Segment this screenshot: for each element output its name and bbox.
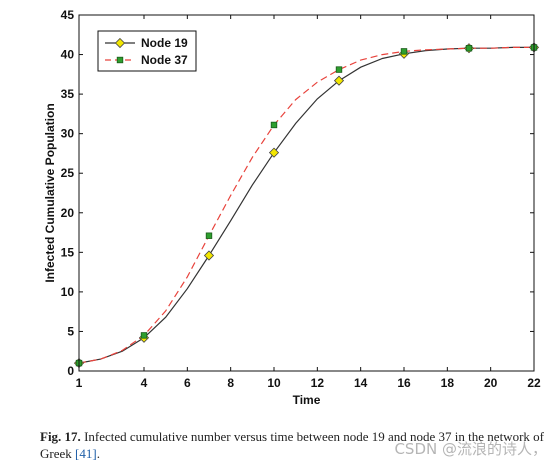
figure-caption: Fig. 17. Infected cumulative number vers… [40, 428, 545, 462]
x-tick-label: 6 [184, 376, 191, 390]
series-line-node-19 [78, 46, 534, 364]
x-tick-label: 18 [441, 376, 455, 390]
legend-marker-node-19 [114, 37, 126, 49]
caption-text: Infected cumulative number versus time b… [40, 429, 544, 461]
data-point-node-37 [335, 66, 343, 73]
x-axis-title: Time [293, 393, 321, 407]
y-tick-label: 20 [61, 206, 75, 220]
data-point-node-37 [140, 332, 148, 339]
y-tick-label: 40 [61, 48, 75, 62]
legend-label-node-37: Node 37 [141, 53, 188, 67]
y-axis-title: Infected Cumulative Population [43, 103, 57, 282]
caption-label: Fig. 17. [40, 429, 81, 444]
legend-box [97, 30, 197, 72]
legend-label-node-19: Node 19 [141, 36, 188, 50]
data-point-node-37 [400, 48, 408, 55]
data-point-node-19 [203, 250, 215, 261]
watermark: CSDN @流浪的诗人， [394, 440, 547, 458]
y-tick-label: 10 [61, 285, 75, 299]
x-tick-label: 16 [397, 376, 411, 390]
y-tick-label: 5 [67, 324, 74, 338]
data-point-node-19 [333, 75, 345, 86]
series-lines [78, 46, 534, 364]
caption-reference-link[interactable]: [41] [75, 446, 97, 461]
data-point-node-37 [205, 232, 213, 239]
x-tick-label: 20 [484, 376, 498, 390]
y-tick-label: 0 [67, 364, 74, 378]
legend-marker-node-37 [116, 56, 124, 64]
x-tick-label: 4 [141, 376, 148, 390]
series-line-node-37 [78, 46, 534, 364]
y-tick-label: 35 [61, 87, 75, 101]
x-tick-label: 22 [527, 376, 541, 390]
data-point-node-37 [465, 45, 473, 52]
y-tick-label: 15 [61, 245, 75, 259]
axis-ticks [79, 15, 534, 371]
x-tick-label: 10 [267, 376, 281, 390]
y-tick-label: 45 [61, 8, 75, 22]
x-tick-label: 12 [311, 376, 325, 390]
data-point-node-19 [268, 147, 280, 158]
legend: Node 19 Node 37 [97, 30, 197, 72]
caption-end: . [96, 446, 100, 461]
plot-frame [78, 14, 535, 372]
data-point-node-37 [270, 121, 278, 129]
x-tick-label: 8 [227, 376, 234, 390]
y-tick-label: 25 [61, 166, 75, 180]
y-tick-label: 30 [61, 127, 75, 141]
x-tick-label: 14 [354, 376, 368, 390]
x-tick-label: 1 [76, 376, 83, 390]
